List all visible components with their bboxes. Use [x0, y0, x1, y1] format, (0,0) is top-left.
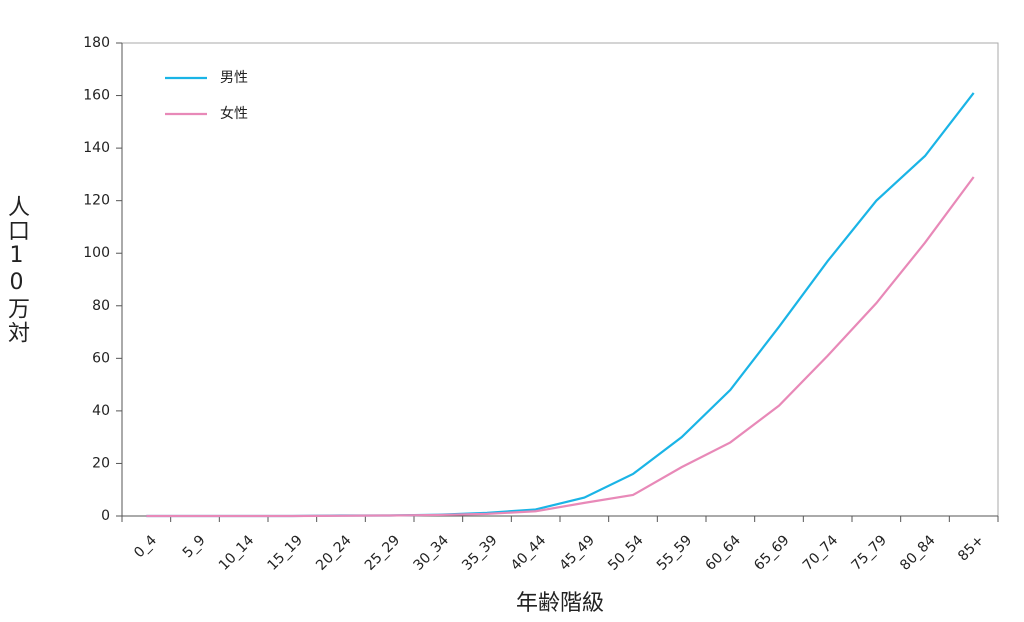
y-tick-label: 180 [83, 35, 110, 51]
x-tick-label: 45_49 [557, 532, 598, 573]
y-tick-label: 100 [83, 245, 110, 261]
series-line [146, 176, 975, 518]
y-tick-label: 160 [83, 88, 110, 104]
plot-frame [122, 42, 999, 516]
x-tick-label: 0_4 [131, 532, 160, 561]
y-tick-label: 140 [83, 140, 110, 156]
x-tick-label: 85+ [955, 532, 987, 564]
x-axis-label: 年齢階級 [516, 591, 604, 616]
x-tick-label: 40_44 [508, 532, 550, 574]
x-tick-label: 70_74 [800, 532, 842, 574]
x-tick-label: 5_9 [180, 532, 209, 561]
x-tick-label: 65_69 [751, 532, 792, 573]
x-tick-label: 30_34 [411, 532, 453, 574]
legend-label: 女性 [220, 105, 248, 122]
y-tick-label: 40 [92, 403, 110, 419]
x-tick-label: 50_54 [605, 532, 647, 574]
x-tick-label: 35_39 [459, 532, 500, 573]
legend-label: 男性 [220, 70, 248, 86]
x-tick-label: 55_59 [654, 532, 695, 573]
y-tick-label: 0 [101, 508, 110, 524]
x-tick-label: 60_64 [703, 532, 745, 574]
x-tick-label: 15_19 [265, 532, 306, 573]
y-tick-label: 20 [92, 455, 110, 471]
x-tick-label: 10_14 [216, 532, 258, 574]
x-tick-label: 80_84 [897, 532, 939, 574]
y-tick-label: 80 [92, 298, 110, 314]
series-line [146, 92, 975, 518]
x-tick-label: 20_24 [313, 532, 355, 574]
x-tick-label: 25_29 [362, 532, 403, 573]
y-tick-label: 120 [83, 193, 110, 209]
x-tick-label: 75_79 [849, 532, 890, 573]
y-axis-label: 人口10万対 [4, 195, 29, 345]
y-tick-label: 60 [92, 350, 110, 366]
